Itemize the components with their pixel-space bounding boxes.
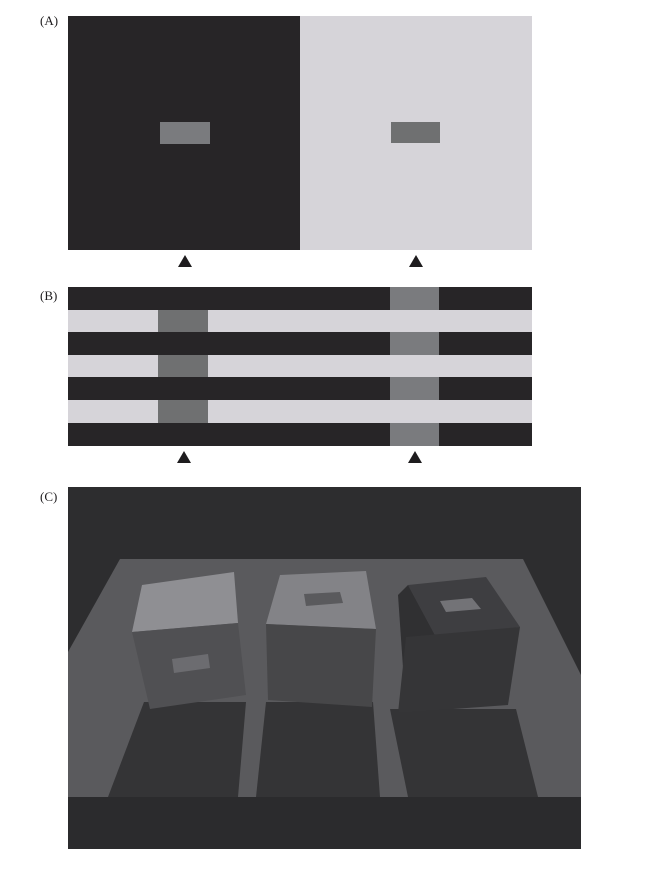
panel-b-white-illusion-stripes	[68, 287, 532, 446]
foreground-band	[68, 797, 581, 849]
panel-label-a: (A)	[40, 13, 59, 28]
shadow-left	[108, 702, 246, 797]
shadow-middle	[256, 702, 380, 797]
target-patch-on-light	[391, 122, 440, 143]
dark-stripe	[68, 332, 532, 355]
dark-stripe	[68, 377, 532, 400]
shadow-right	[390, 709, 538, 797]
gray-segment-on-dark	[390, 332, 439, 355]
left-gray-column	[158, 310, 208, 423]
stripe-group	[68, 287, 532, 446]
gray-segment-on-dark	[390, 423, 439, 446]
triangle-up-icon	[408, 451, 422, 463]
triangle-up-icon	[409, 255, 423, 267]
cube-front	[398, 627, 520, 713]
panel-label-b: (B)	[40, 288, 58, 303]
gray-segment-on-light	[158, 400, 208, 423]
triangle-up-icon	[177, 451, 191, 463]
cube-top	[132, 572, 238, 632]
cube-front	[266, 624, 376, 707]
gray-segment-on-light	[158, 310, 208, 332]
dark-stripe	[68, 287, 532, 310]
target-patch-on-dark	[160, 122, 210, 144]
gray-segment-on-light	[158, 355, 208, 377]
gray-segment-on-dark	[390, 287, 439, 310]
panel-a-simultaneous-contrast	[68, 16, 532, 250]
right-cube	[398, 577, 520, 713]
middle-cube	[266, 571, 376, 707]
right-gray-column	[390, 287, 439, 446]
light-stripe	[68, 310, 532, 332]
panel-label-c: (C)	[40, 489, 58, 504]
gray-segment-on-dark	[390, 377, 439, 400]
target-patch-front	[172, 654, 210, 673]
target-patch-top	[304, 592, 343, 606]
target-patch-top	[440, 598, 481, 612]
dark-stripe	[68, 423, 532, 446]
left-cube	[132, 572, 246, 709]
light-stripe	[68, 400, 532, 423]
triangle-up-icon	[178, 255, 192, 267]
light-stripe	[68, 355, 532, 377]
panel-c-cube-scene	[68, 487, 581, 849]
